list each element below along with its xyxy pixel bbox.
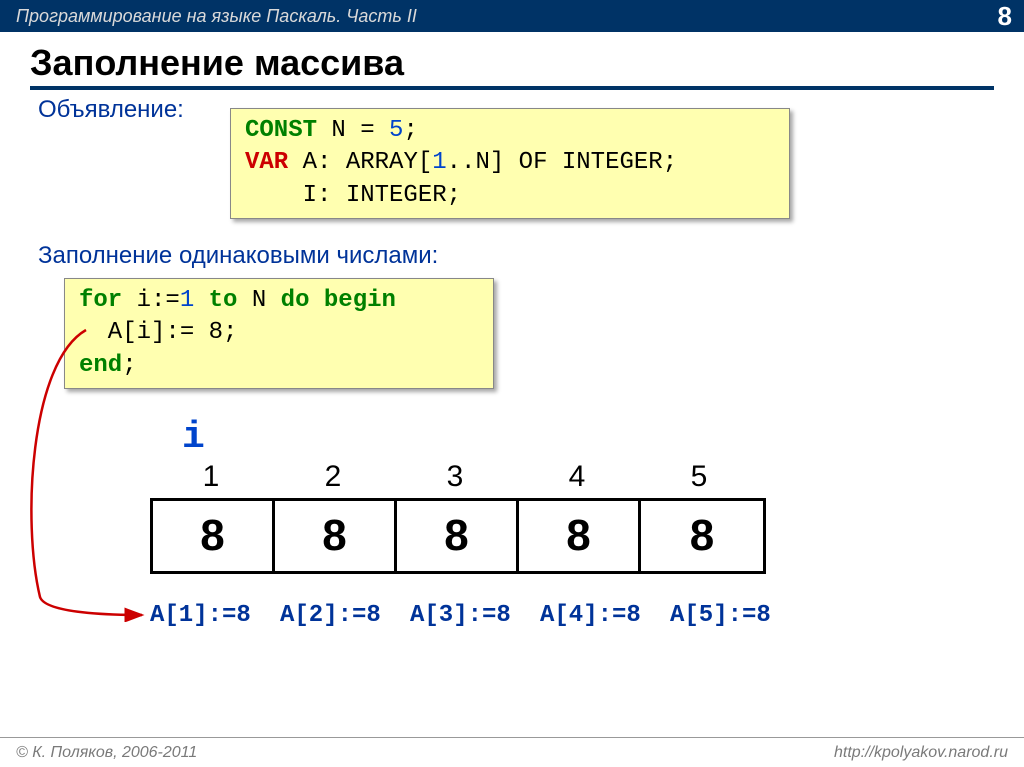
code-line: CONST N = 5; (245, 115, 775, 147)
array-cell: 8 (641, 501, 763, 571)
code-loop: for i:=1 to N do begin A[i]:= 8; end; (64, 278, 494, 389)
code-declaration: CONST N = 5; VAR A: ARRAY[1..N] OF INTEG… (230, 108, 790, 219)
assignment: A[1]:=8 (150, 602, 280, 629)
code-line: I: INTEGER; (245, 180, 775, 212)
array-index: 5 (638, 460, 760, 494)
array-cell: 8 (519, 501, 641, 571)
code-line: for i:=1 to N do begin (79, 285, 479, 317)
assignment-trace: A[1]:=8 A[2]:=8 A[3]:=8 A[4]:=8 A[5]:=8 (150, 602, 800, 629)
page-number: 8 (998, 1, 1012, 32)
array-cell: 8 (397, 501, 519, 571)
slide-header: Программирование на языке Паскаль. Часть… (0, 0, 1024, 32)
assignment: A[2]:=8 (280, 602, 410, 629)
page-title: Заполнение массива (30, 42, 994, 90)
array-cell: 8 (153, 501, 275, 571)
keyword-for: for (79, 287, 122, 314)
array-index: 1 (150, 460, 272, 494)
code-line: A[i]:= 8; (79, 317, 479, 349)
array-cell: 8 (275, 501, 397, 571)
code-line: VAR A: ARRAY[1..N] OF INTEGER; (245, 147, 775, 179)
assignment: A[4]:=8 (540, 602, 670, 629)
keyword-var: VAR (245, 149, 288, 176)
keyword-const: CONST (245, 117, 317, 144)
section-fill-label: Заполнение одинаковыми числами: (38, 242, 494, 270)
assignment: A[3]:=8 (410, 602, 540, 629)
footer-copyright: © К. Поляков, 2006-2011 (16, 744, 834, 762)
keyword-do: do (281, 287, 310, 314)
keyword-begin: begin (324, 287, 396, 314)
array-index: 2 (272, 460, 394, 494)
footer-url: http://kpolyakov.narod.ru (834, 744, 1008, 762)
array-index-row: 1 2 3 4 5 (150, 460, 766, 494)
assignment: A[5]:=8 (670, 602, 800, 629)
array-index: 3 (394, 460, 516, 494)
code-line: end; (79, 350, 479, 382)
array-value-row: 8 8 8 8 8 (150, 498, 766, 574)
keyword-end: end (79, 352, 122, 379)
header-title: Программирование на языке Паскаль. Часть… (16, 6, 998, 27)
array-index: 4 (516, 460, 638, 494)
slide-footer: © К. Поляков, 2006-2011 http://kpolyakov… (0, 737, 1024, 767)
array-diagram: 1 2 3 4 5 8 8 8 8 8 (150, 414, 766, 574)
